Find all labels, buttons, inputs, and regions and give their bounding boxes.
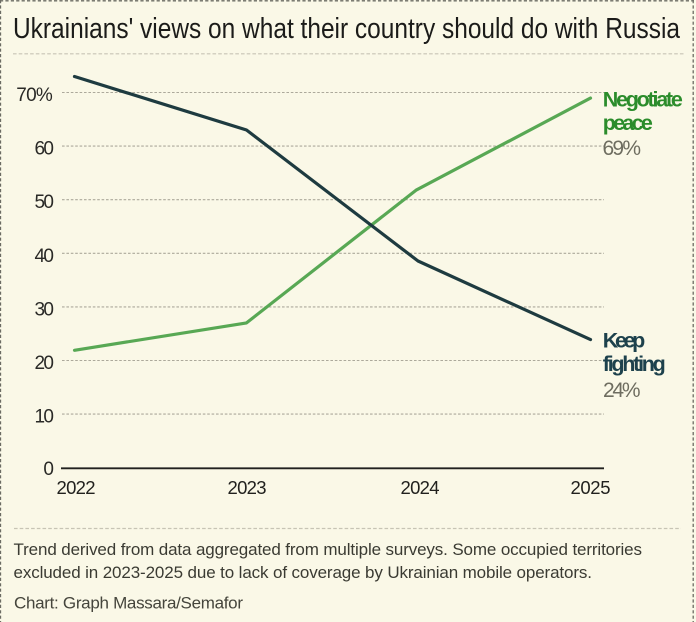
svg-text:Chart: Graph Massara/Semafor: Chart: Graph Massara/Semafor <box>14 593 243 612</box>
svg-text:Trend derived from data aggreg: Trend derived from data aggregated from … <box>14 540 643 559</box>
svg-text:40: 40 <box>35 246 55 267</box>
svg-text:60: 60 <box>35 139 55 160</box>
svg-text:0: 0 <box>43 459 54 480</box>
svg-text:69%: 69% <box>603 137 642 160</box>
svg-text:24%: 24% <box>603 379 641 402</box>
svg-text:2023: 2023 <box>228 477 267 498</box>
svg-text:2025: 2025 <box>571 477 611 498</box>
svg-text:30: 30 <box>35 299 55 320</box>
svg-text:excluded in 2023-2025 due to l: excluded in 2023-2025 due to lack of cov… <box>14 563 593 582</box>
svg-text:10: 10 <box>35 407 55 428</box>
svg-text:2024: 2024 <box>401 477 440 498</box>
svg-text:Keep: Keep <box>603 329 646 353</box>
svg-text:Ukrainians' views on what thei: Ukrainians' views on what their country … <box>13 13 681 45</box>
svg-text:50: 50 <box>35 192 55 213</box>
svg-text:70%: 70% <box>16 85 53 106</box>
svg-text:fighting: fighting <box>603 352 666 376</box>
svg-text:peace: peace <box>603 111 653 135</box>
svg-text:20: 20 <box>35 353 55 374</box>
svg-text:Negotiate: Negotiate <box>603 88 683 112</box>
svg-text:2022: 2022 <box>57 477 96 498</box>
